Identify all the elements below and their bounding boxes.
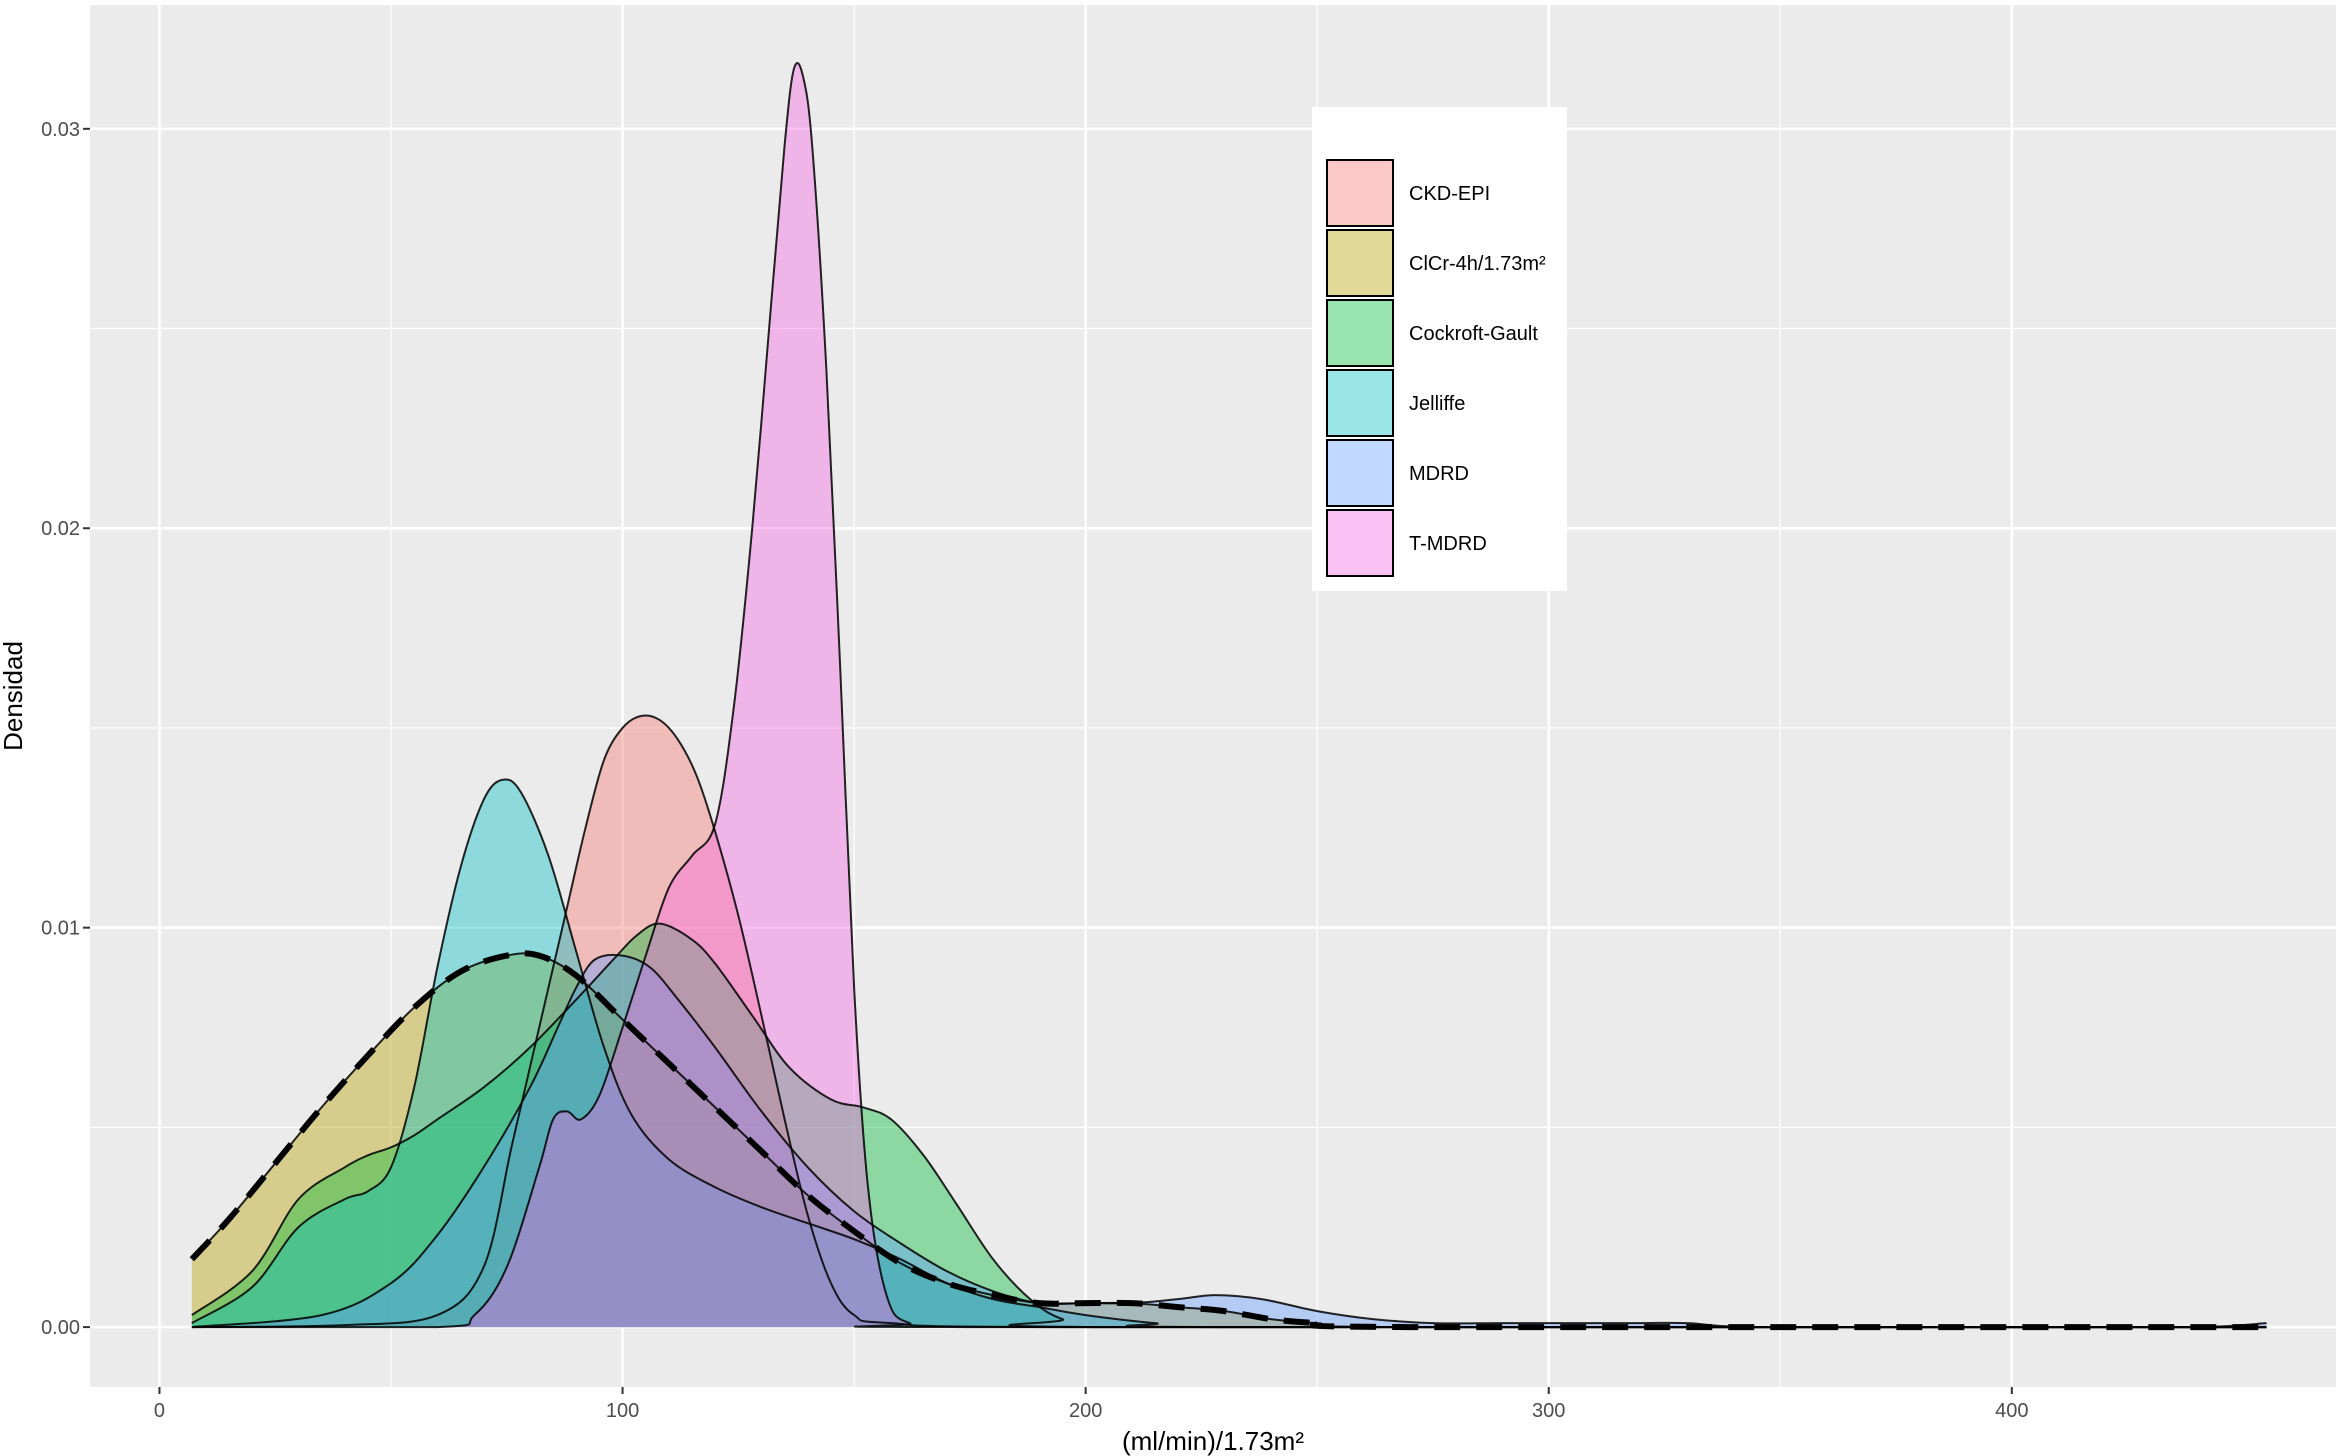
- density-outline-cockroft-gault: [191, 922, 2267, 1329]
- density-area-ckd-epi: [191, 715, 2267, 1328]
- x-tick-label: 400: [1995, 1400, 2028, 1422]
- density-outlines: [189, 61, 2267, 1331]
- legend-label: MDRD: [1409, 463, 1469, 485]
- density-area-t-mdrd: [191, 62, 2267, 1328]
- x-axis-title: (ml/min)/1.73m²: [1122, 1426, 1304, 1456]
- density-areas: [191, 62, 2267, 1328]
- legend-key-background: [1327, 510, 1393, 576]
- density-dashed-line: [189, 950, 2267, 1331]
- y-tick-label: 0.02: [41, 518, 80, 540]
- y-axis: 0.00 0.01 0.02 0.03: [41, 119, 90, 1339]
- density-outline-t-mdrd: [191, 61, 2267, 1329]
- legend-key-background: [1327, 300, 1393, 366]
- density-area-clcr-4h-1-73m: [191, 953, 2267, 1328]
- legend-label: ClCr-4h/1.73m²: [1409, 253, 1546, 275]
- x-tick-label: 100: [606, 1400, 639, 1422]
- density-area-jelliffe: [191, 779, 2267, 1328]
- grid-major: [90, 5, 2336, 1387]
- legend-key: [1326, 299, 1394, 367]
- legend-label: Cockroft-Gault: [1409, 323, 1538, 345]
- density-outline-mdrd: [191, 953, 2267, 1329]
- legend-label: Jelliffe: [1409, 393, 1465, 415]
- legend-label: CKD-EPI: [1409, 183, 1490, 205]
- x-tick-label: 300: [1532, 1400, 1565, 1422]
- density-area-mdrd: [191, 954, 2267, 1328]
- y-tick-label: 0.03: [41, 119, 80, 141]
- x-tick-label: 0: [154, 1400, 165, 1422]
- density-area-cockroft-gault: [191, 923, 2267, 1328]
- legend-label: T-MDRD: [1409, 533, 1487, 555]
- x-tick-label: 200: [1069, 1400, 1102, 1422]
- x-axis: 0 100 200 300 400: [154, 1387, 2029, 1422]
- y-axis-title: Densidad: [0, 641, 28, 751]
- panel-background: [90, 5, 2336, 1387]
- legend-key-background: [1327, 230, 1393, 296]
- legend-key-background: [1327, 160, 1393, 226]
- y-tick-label: 0.00: [41, 1317, 80, 1339]
- legend-key: [1326, 159, 1394, 227]
- legend-key: [1326, 509, 1394, 577]
- legend-key: [1326, 369, 1394, 437]
- density-outline-jelliffe: [191, 778, 2267, 1329]
- legend-key-background: [1327, 370, 1393, 436]
- y-tick-label: 0.01: [41, 918, 80, 940]
- legend-key: [1326, 229, 1394, 297]
- legend-key-background: [1327, 440, 1393, 506]
- legend-key: [1326, 439, 1394, 507]
- legend: CKD-EPI ClCr-4h/1.73m² Cockroft-Gault Jelli…: [1312, 107, 1567, 591]
